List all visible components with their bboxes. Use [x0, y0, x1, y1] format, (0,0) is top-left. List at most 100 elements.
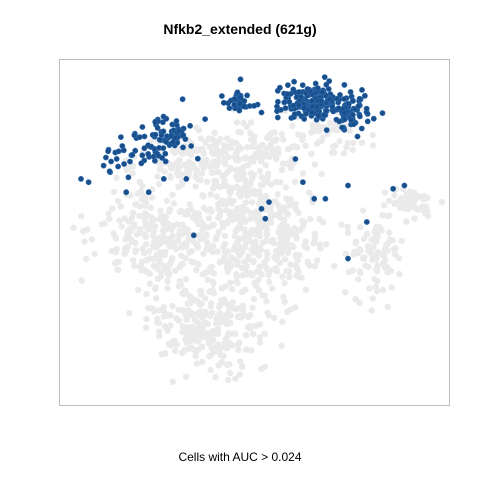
background-cell-point	[244, 323, 252, 331]
background-cell-point	[126, 309, 133, 317]
background-cell-point	[210, 169, 217, 176]
background-cell-point	[278, 250, 285, 257]
active-cell-point	[234, 89, 241, 96]
active-cell-point	[141, 133, 148, 140]
background-cell-point	[242, 286, 249, 293]
background-cell-point	[219, 148, 227, 156]
background-cell-point	[221, 339, 228, 347]
active-cell-point	[151, 157, 158, 164]
active-cell-point	[276, 84, 283, 91]
background-cell-point	[245, 253, 252, 260]
background-cell-point	[385, 197, 393, 204]
background-cell-point	[256, 154, 263, 162]
background-cell-point	[344, 139, 352, 147]
background-cell-point	[182, 149, 189, 156]
active-cell-point	[347, 89, 354, 95]
background-cell-point	[352, 238, 360, 245]
background-cell-point	[318, 170, 325, 178]
active-cell-point	[296, 89, 302, 95]
background-cell-point	[142, 223, 149, 230]
background-cell-point	[273, 254, 281, 262]
background-cell-point	[182, 254, 189, 262]
background-cell-point	[178, 261, 185, 268]
background-cell-point	[268, 181, 275, 188]
background-cell-point	[256, 321, 264, 328]
background-cell-point	[292, 205, 299, 212]
active-cell-point	[220, 99, 227, 106]
background-cell-point	[154, 275, 162, 282]
background-cell-point	[286, 244, 294, 251]
background-cell-point	[70, 224, 77, 231]
active-cell-point	[339, 124, 345, 131]
background-cell-point	[235, 171, 242, 178]
background-cell-point	[311, 161, 318, 168]
active-cell-point	[119, 143, 126, 149]
background-cell-point	[342, 289, 349, 296]
background-cell-point	[369, 131, 376, 139]
background-cell-point	[221, 159, 228, 166]
background-cell-point	[357, 269, 364, 277]
background-cell-point	[284, 249, 292, 256]
background-cell-point	[182, 373, 190, 380]
active-cell-point	[100, 162, 107, 169]
active-cell-point	[292, 156, 299, 162]
background-cell-point	[242, 176, 249, 183]
background-cell-point	[231, 306, 239, 313]
background-cell-point	[279, 273, 286, 280]
background-cell-point	[129, 209, 137, 216]
background-cell-point	[209, 287, 216, 294]
background-cell-point	[370, 243, 377, 250]
active-cell-point	[326, 96, 333, 103]
active-cell-point	[183, 175, 190, 182]
background-cell-point	[380, 286, 387, 294]
background-cell-point	[257, 246, 265, 254]
background-cell-point	[340, 150, 348, 157]
background-cell-point	[155, 328, 163, 335]
active-cell-point	[274, 98, 281, 105]
background-cell-point	[373, 233, 381, 241]
background-cell-point	[288, 143, 295, 151]
active-cell-point	[274, 114, 281, 121]
background-cell-point	[264, 173, 272, 180]
background-cell-point	[283, 236, 290, 243]
background-cell-point	[284, 211, 291, 218]
background-cell-point	[114, 266, 122, 273]
background-cell-point	[184, 300, 191, 307]
background-cell-point	[176, 278, 183, 285]
background-cell-point	[398, 194, 405, 202]
background-cell-point	[215, 200, 222, 208]
background-cell-point	[155, 319, 162, 327]
active-cell-point	[326, 78, 333, 84]
background-cell-point	[249, 304, 256, 311]
active-cell-point	[131, 132, 138, 139]
background-cell-point	[223, 135, 231, 142]
active-cell-point	[401, 182, 408, 189]
background-cell-point	[244, 143, 251, 151]
background-cell-point	[228, 285, 236, 293]
background-cell-point	[161, 323, 169, 330]
background-cell-point	[143, 315, 150, 323]
background-cell-point	[259, 141, 266, 148]
background-cell-point	[282, 256, 289, 263]
background-cell-point	[366, 285, 373, 292]
background-cell-point	[187, 165, 194, 172]
background-cell-point	[278, 166, 286, 174]
background-cell-point	[221, 232, 229, 239]
background-cell-point	[237, 129, 244, 136]
background-cell-point	[253, 249, 260, 256]
background-cell-point	[224, 268, 231, 275]
background-cell-point	[113, 245, 121, 253]
background-cell-point	[207, 338, 214, 346]
background-cell-point	[234, 313, 242, 320]
background-cell-point	[284, 308, 291, 316]
background-cell-point	[185, 235, 193, 242]
background-cell-point	[175, 283, 183, 290]
background-cell-point	[248, 136, 255, 143]
active-cell-point	[180, 132, 187, 138]
background-cell-point	[207, 191, 214, 198]
background-cell-point	[289, 122, 296, 129]
active-cell-point	[329, 103, 336, 110]
active-cell-point	[175, 127, 182, 134]
background-cell-point	[236, 225, 244, 232]
background-cell-point	[256, 263, 263, 270]
